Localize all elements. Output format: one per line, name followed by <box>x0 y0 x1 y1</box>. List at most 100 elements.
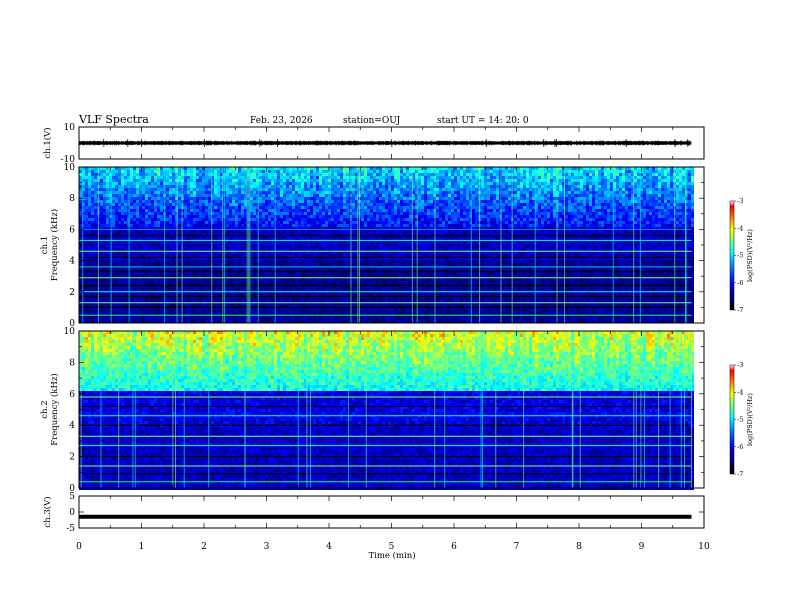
spectrogram-cell <box>187 188 190 191</box>
spectrogram-cell <box>385 221 388 224</box>
spectrogram-cell <box>280 215 283 218</box>
spectrogram-cell <box>370 197 373 200</box>
spectrogram-cell <box>544 197 547 200</box>
spectrogram-cell <box>679 179 682 182</box>
spectrogram-cell <box>250 215 253 218</box>
spectrogram-cell <box>232 191 235 194</box>
spectrogram-cell <box>400 224 403 227</box>
spectrogram-cell <box>286 209 289 212</box>
spectrogram-cell <box>166 179 169 182</box>
spectrogram-cell <box>688 218 691 221</box>
spectrogram-cell <box>304 182 307 185</box>
spectrogram-cell <box>166 221 169 224</box>
spectrogram-cell <box>172 170 175 173</box>
spectrogram-cell <box>175 173 178 176</box>
spectrogram-cell <box>232 197 235 200</box>
spectrogram-cell <box>457 224 460 227</box>
spectrogram-cell <box>130 200 133 203</box>
spectrogram-cell <box>595 215 598 218</box>
spectrogram-cell <box>139 203 142 206</box>
spectrogram-cell <box>103 206 106 209</box>
spectrogram-cell <box>475 221 478 224</box>
spectrogram-cell <box>103 182 106 185</box>
spectrogram-cell <box>127 230 130 233</box>
spectrogram-cell <box>244 218 247 221</box>
spectrogram-cell <box>424 236 427 239</box>
spectrogram-cell <box>292 212 295 215</box>
spectrogram-cell <box>676 191 679 194</box>
spectrogram-cell <box>148 185 151 188</box>
spectrogram-cell <box>400 203 403 206</box>
spectrogram-cell <box>616 173 619 176</box>
spectrogram-cell <box>313 188 316 191</box>
spectrogram-cell <box>520 179 523 182</box>
spectrogram-cell <box>550 230 553 233</box>
spectrogram-cell <box>595 176 598 179</box>
spectrogram-cell <box>262 185 265 188</box>
spectrogram-cell <box>175 179 178 182</box>
spectrogram-cell <box>499 212 502 215</box>
spectrogram-cell <box>508 173 511 176</box>
spectrogram-cell <box>406 221 409 224</box>
spectrogram-cell <box>196 176 199 179</box>
spectrogram-cell <box>409 170 412 173</box>
spectrogram-cell <box>580 200 583 203</box>
spectrogram-cell <box>226 230 229 233</box>
spectrogram-cell <box>190 185 193 188</box>
ch1-waveform <box>79 139 691 147</box>
spectrogram-cell <box>184 179 187 182</box>
spectrogram-cell <box>208 191 211 194</box>
spectrogram-cell <box>178 203 181 206</box>
spectrogram-cell <box>343 191 346 194</box>
spectrogram-cell <box>496 170 499 173</box>
spectrogram-cell <box>208 200 211 203</box>
spectrogram-cell <box>172 173 175 176</box>
spectrogram-cell <box>367 176 370 179</box>
spectrogram-cell <box>676 173 679 176</box>
spectrogram-cell <box>541 191 544 194</box>
spectrogram-cell <box>475 182 478 185</box>
spectrogram-cell <box>307 173 310 176</box>
spectrogram-cell <box>157 191 160 194</box>
spectrogram-cell <box>175 197 178 200</box>
spectrogram-cell <box>595 230 598 233</box>
spectrogram-cell <box>667 176 670 179</box>
spectrogram-cell <box>127 185 130 188</box>
spectrogram-cell <box>682 179 685 182</box>
spectrogram-cell <box>442 215 445 218</box>
spectrogram-cell <box>409 176 412 179</box>
spectrogram-cell <box>565 206 568 209</box>
spectrogram-cell <box>481 236 484 239</box>
spectrogram-cell <box>157 206 160 209</box>
spectrogram-cell <box>532 230 535 233</box>
spectrogram-cell <box>202 206 205 209</box>
spectrogram-cell <box>460 200 463 203</box>
spectrogram-cell <box>112 173 115 176</box>
spectrogram-cell <box>493 230 496 233</box>
spectrogram-cell <box>106 173 109 176</box>
spectrogram-cell <box>133 230 136 233</box>
spectrogram-cell <box>541 188 544 191</box>
spectrogram-cell <box>388 212 391 215</box>
spectrogram-cell <box>298 182 301 185</box>
spectrogram-cell <box>301 191 304 194</box>
spectrogram-cell <box>382 224 385 227</box>
spectrogram-cell <box>283 185 286 188</box>
spectrogram-cell <box>169 188 172 191</box>
spectrogram-cell <box>217 179 220 182</box>
spectrogram-cell <box>196 218 199 221</box>
spectrogram-cell <box>115 188 118 191</box>
spectrogram-cell <box>406 203 409 206</box>
spectrogram-cell <box>574 179 577 182</box>
spectrogram-cell <box>598 197 601 200</box>
spectrogram-cell <box>616 179 619 182</box>
spectrogram-cell <box>361 230 364 233</box>
spectrogram-cell <box>292 209 295 212</box>
spectrogram-cell <box>391 236 394 239</box>
spectrogram-cell <box>580 218 583 221</box>
spectrogram-cell <box>601 179 604 182</box>
spectrogram-cell <box>628 197 631 200</box>
spectrogram-cell <box>202 176 205 179</box>
spectrogram-cell <box>619 176 622 179</box>
spectrogram-cell <box>286 218 289 221</box>
